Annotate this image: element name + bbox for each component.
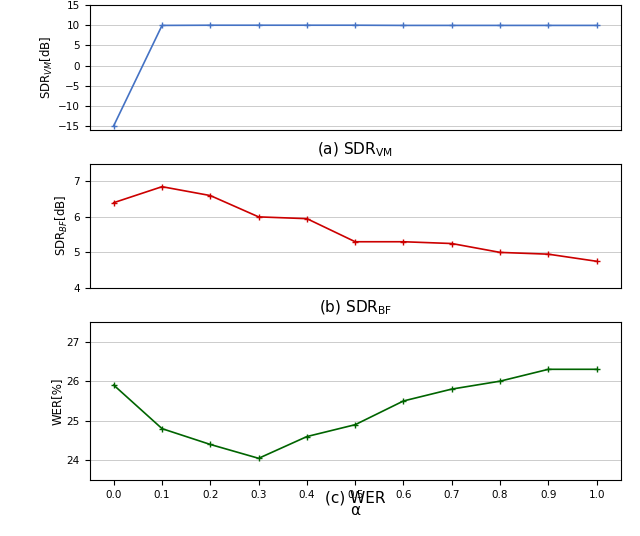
- Y-axis label: SDR$_{VM}$[dB]: SDR$_{VM}$[dB]: [39, 36, 55, 99]
- Text: (a) SDR$_{\mathregular{VM}}$: (a) SDR$_{\mathregular{VM}}$: [317, 141, 393, 159]
- Y-axis label: SDR$_{BF}$[dB]: SDR$_{BF}$[dB]: [54, 195, 70, 256]
- Text: (b) SDR$_{\mathregular{BF}}$: (b) SDR$_{\mathregular{BF}}$: [319, 299, 392, 317]
- Y-axis label: WER[%]: WER[%]: [51, 377, 64, 425]
- X-axis label: α: α: [350, 503, 360, 518]
- Text: (c) WER: (c) WER: [325, 490, 385, 505]
